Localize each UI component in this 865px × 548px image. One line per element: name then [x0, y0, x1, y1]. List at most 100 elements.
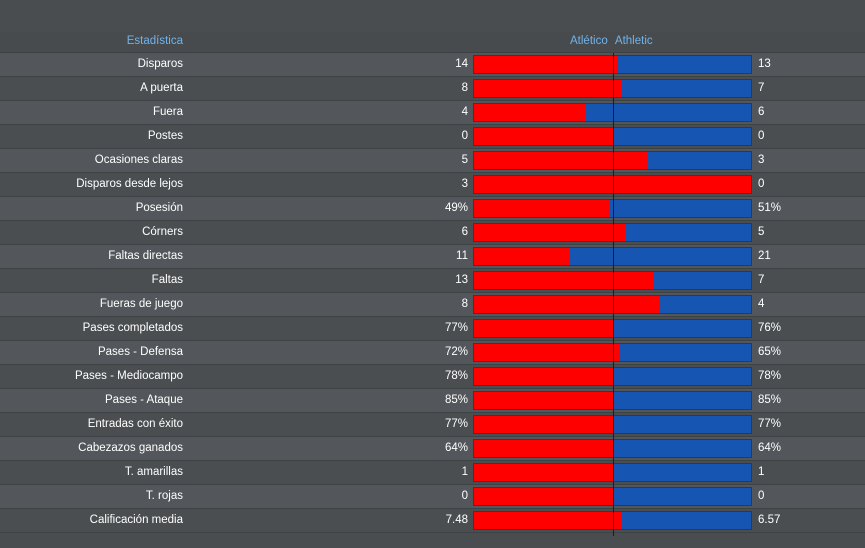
away-team-name[interactable]: Athletic: [614, 35, 653, 47]
stat-row: Pases completados 77% 76%: [0, 317, 865, 341]
home-share-fill: [474, 128, 613, 145]
away-value: 1: [758, 466, 765, 478]
stat-label: Disparos desde lejos: [76, 178, 183, 190]
stat-label: Fuera: [152, 106, 183, 118]
away-value: 13: [758, 58, 771, 70]
home-share-fill: [474, 176, 751, 193]
away-value: 7: [758, 274, 765, 286]
stat-label: A puerta: [140, 82, 183, 94]
stat-row: Ocasiones claras 5 3: [0, 149, 865, 173]
stat-row: Pases - Mediocampo 78% 78%: [0, 365, 865, 389]
stat-row: Cabezazos ganados 64% 64%: [0, 437, 865, 461]
comparison-bar: [473, 103, 752, 122]
stat-row: Pases - Ataque 85% 85%: [0, 389, 865, 413]
comparison-bar: [473, 391, 752, 410]
home-share-fill: [474, 56, 619, 73]
stat-label: Entradas con éxito: [87, 418, 183, 430]
comparison-bar: [473, 343, 752, 362]
stat-label: Faltas directas: [108, 250, 183, 262]
stat-label: Pases - Ataque: [105, 394, 183, 406]
comparison-bar: [473, 367, 752, 386]
away-value: 65%: [758, 346, 782, 358]
home-share-fill: [474, 416, 613, 433]
away-value: 51%: [758, 202, 782, 214]
home-value: 0: [461, 490, 468, 502]
away-value: 0: [758, 130, 765, 142]
home-value: 77%: [444, 418, 468, 430]
home-value: 7.48: [445, 514, 468, 526]
comparison-bar: [473, 511, 752, 530]
home-share-fill: [474, 512, 622, 529]
stat-label: Disparos: [137, 58, 183, 70]
away-value: 78%: [758, 370, 782, 382]
stat-row: Córners 6 5: [0, 221, 865, 245]
stat-row: Disparos 14 13: [0, 53, 865, 77]
home-value: 1: [461, 466, 468, 478]
home-value: 64%: [444, 442, 468, 454]
home-value: 72%: [444, 346, 468, 358]
home-share-fill: [474, 224, 625, 241]
stat-label: Fueras de juego: [99, 298, 183, 310]
stats-header: Estadística Atlético Athletic: [0, 32, 865, 53]
comparison-bar: [473, 295, 752, 314]
column-header-statistic[interactable]: Estadística: [126, 35, 183, 47]
home-share-fill: [474, 104, 585, 121]
home-value: 85%: [444, 394, 468, 406]
away-value: 64%: [758, 442, 782, 454]
home-value: 4: [461, 106, 468, 118]
top-band: [0, 0, 865, 32]
comparison-bar: [473, 223, 752, 242]
comparison-bar: [473, 463, 752, 482]
home-share-fill: [474, 152, 648, 169]
home-share-fill: [474, 296, 659, 313]
stat-row: Fuera 4 6: [0, 101, 865, 125]
stat-label: Pases completados: [82, 322, 183, 334]
home-value: 77%: [444, 322, 468, 334]
stat-label: Córners: [142, 226, 183, 238]
home-value: 8: [461, 82, 468, 94]
home-share-fill: [474, 248, 570, 265]
home-value: 0: [461, 130, 468, 142]
comparison-bar: [473, 55, 752, 74]
away-value: 7: [758, 82, 765, 94]
home-value: 5: [461, 154, 468, 166]
comparison-bar: [473, 439, 752, 458]
comparison-bar: [473, 151, 752, 170]
home-value: 6: [461, 226, 468, 238]
home-share-fill: [474, 392, 613, 409]
home-share-fill: [474, 272, 655, 289]
away-value: 0: [758, 178, 765, 190]
column-header-teams: Atlético Athletic: [570, 35, 653, 47]
comparison-bar: [473, 199, 752, 218]
comparison-bar: [473, 79, 752, 98]
home-value: 3: [461, 178, 468, 190]
home-share-fill: [474, 488, 613, 505]
home-value: 8: [461, 298, 468, 310]
home-share-fill: [474, 320, 614, 337]
comparison-bar: [473, 175, 752, 194]
stat-label: Faltas: [151, 274, 183, 286]
away-value: 3: [758, 154, 765, 166]
stat-row: A puerta 8 7: [0, 77, 865, 101]
stat-row: Postes 0 0: [0, 125, 865, 149]
home-share-fill: [474, 80, 621, 97]
stat-label: Pases - Mediocampo: [74, 370, 183, 382]
stat-label: T. rojas: [145, 490, 183, 502]
away-value: 21: [758, 250, 771, 262]
stat-row: Faltas directas 11 21: [0, 245, 865, 269]
comparison-bar: [473, 247, 752, 266]
stat-row: Disparos desde lejos 3 0: [0, 173, 865, 197]
away-value: 4: [758, 298, 765, 310]
home-team-name[interactable]: Atlético: [570, 35, 608, 47]
away-value: 6.57: [758, 514, 781, 526]
stat-row: Calificación media 7.48 6.57: [0, 509, 865, 533]
away-value: 5: [758, 226, 765, 238]
stat-row: T. rojas 0 0: [0, 485, 865, 509]
home-share-fill: [474, 368, 613, 385]
home-value: 11: [456, 250, 468, 262]
stat-row: T. amarillas 1 1: [0, 461, 865, 485]
home-share-fill: [474, 344, 620, 361]
stat-row: Faltas 13 7: [0, 269, 865, 293]
home-value: 49%: [444, 202, 468, 214]
stat-label: Calificación media: [89, 514, 183, 526]
